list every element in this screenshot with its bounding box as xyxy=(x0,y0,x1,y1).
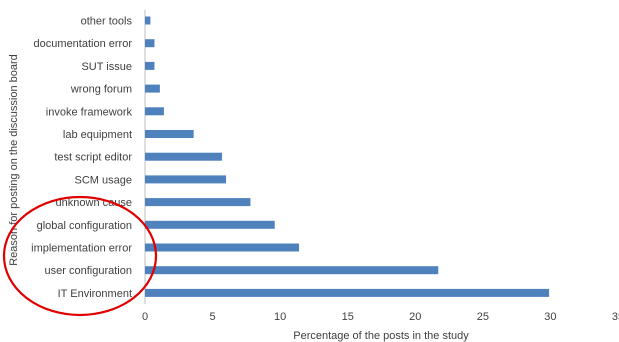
category-label: other tools xyxy=(81,16,133,28)
category-label: user configuration xyxy=(45,265,132,277)
bar xyxy=(145,130,194,138)
x-tick-label: 10 xyxy=(274,311,286,323)
category-label: invoke framework xyxy=(46,106,133,118)
category-label: wrong forum xyxy=(70,84,132,96)
bar xyxy=(145,84,160,93)
x-tick-label: 25 xyxy=(477,311,489,323)
y-axis-title: Reason for posting on the discussion boa… xyxy=(8,54,20,266)
bar xyxy=(145,266,439,275)
category-label: test script editor xyxy=(54,152,132,164)
category-label: global configuration xyxy=(37,220,132,232)
x-tick-label: 15 xyxy=(342,311,354,323)
category-label: SCM usage xyxy=(75,174,132,186)
category-label: unknown cause xyxy=(56,197,132,209)
x-tick-label: 20 xyxy=(409,311,421,323)
bar xyxy=(145,39,155,48)
x-tick-label: 0 xyxy=(142,311,148,323)
bar xyxy=(145,220,275,229)
x-axis-title: Percentage of the posts in the study xyxy=(293,330,469,342)
category-label: SUT issue xyxy=(81,61,132,73)
bar xyxy=(145,243,300,252)
bar xyxy=(145,175,227,184)
category-label: IT Environment xyxy=(58,288,132,300)
bar xyxy=(145,288,550,297)
x-tick-label: 5 xyxy=(210,311,216,323)
category-label: implementation error xyxy=(31,243,132,255)
bar xyxy=(145,152,223,161)
bar xyxy=(145,16,151,25)
bar xyxy=(145,198,251,207)
highlight-ellipse xyxy=(2,195,158,317)
category-label: documentation error xyxy=(34,38,133,50)
bar xyxy=(145,107,164,116)
bar xyxy=(145,61,155,70)
x-tick-label: 30 xyxy=(544,311,556,323)
category-label: lab equipment xyxy=(63,129,132,141)
x-tick-label: 35 xyxy=(612,311,619,323)
